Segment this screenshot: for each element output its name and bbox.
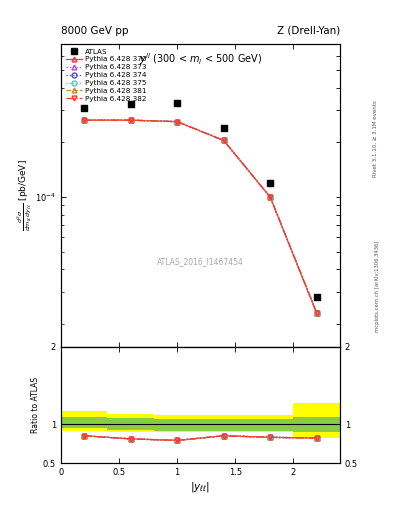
Line: Pythia 6.428 370: Pythia 6.428 370 <box>82 118 319 315</box>
Line: Pythia 6.428 375: Pythia 6.428 375 <box>82 118 319 315</box>
Pythia 6.428 382 <box>221 137 226 143</box>
Line: Pythia 6.428 382: Pythia 6.428 382 <box>82 118 319 315</box>
Pythia 6.428 382 <box>128 117 133 123</box>
Pythia 6.428 382 <box>82 117 86 123</box>
Pythia 6.428 381 <box>314 310 319 316</box>
Pythia 6.428 373 <box>268 194 273 200</box>
Pythia 6.428 375 <box>221 137 226 143</box>
Pythia 6.428 374 <box>268 194 273 200</box>
Text: mcplots.cern.ch [arXiv:1306.3436]: mcplots.cern.ch [arXiv:1306.3436] <box>375 241 380 332</box>
Pythia 6.428 374 <box>314 310 319 316</box>
Pythia 6.428 382 <box>314 310 319 316</box>
Pythia 6.428 373 <box>314 310 319 316</box>
Text: ATLAS_2016_I1467454: ATLAS_2016_I1467454 <box>157 258 244 266</box>
ATLAS <box>314 293 320 302</box>
ATLAS <box>220 124 227 132</box>
Pythia 6.428 375 <box>268 194 273 200</box>
Line: Pythia 6.428 374: Pythia 6.428 374 <box>82 118 319 315</box>
Pythia 6.428 373 <box>82 117 86 123</box>
Pythia 6.428 370 <box>314 310 319 316</box>
Text: $y^{ll}$ (300 < $m_{l}$ < 500 GeV): $y^{ll}$ (300 < $m_{l}$ < 500 GeV) <box>139 51 262 67</box>
Pythia 6.428 370 <box>221 137 226 143</box>
Pythia 6.428 374 <box>221 137 226 143</box>
Pythia 6.428 381 <box>221 137 226 143</box>
ATLAS <box>127 100 134 108</box>
Y-axis label: Ratio to ATLAS: Ratio to ATLAS <box>31 377 40 433</box>
Pythia 6.428 381 <box>268 194 273 200</box>
Pythia 6.428 375 <box>314 310 319 316</box>
Pythia 6.428 381 <box>175 119 180 125</box>
Pythia 6.428 374 <box>175 119 180 125</box>
X-axis label: $|y_{\ell\ell}|$: $|y_{\ell\ell}|$ <box>190 480 211 494</box>
ATLAS <box>174 99 180 107</box>
Y-axis label: $\frac{d^2\sigma}{dm_{\ell\ell}\,dy_{\ell\ell}}$ [pb/GeV]: $\frac{d^2\sigma}{dm_{\ell\ell}\,dy_{\el… <box>15 159 33 231</box>
Pythia 6.428 370 <box>268 194 273 200</box>
Pythia 6.428 370 <box>82 117 86 123</box>
Pythia 6.428 370 <box>175 119 180 125</box>
Text: Z (Drell-Yan): Z (Drell-Yan) <box>277 26 340 36</box>
Text: 8000 GeV pp: 8000 GeV pp <box>61 26 129 36</box>
Pythia 6.428 373 <box>221 137 226 143</box>
Line: Pythia 6.428 381: Pythia 6.428 381 <box>82 118 319 315</box>
Pythia 6.428 373 <box>128 117 133 123</box>
Pythia 6.428 374 <box>82 117 86 123</box>
Pythia 6.428 374 <box>128 117 133 123</box>
Pythia 6.428 382 <box>175 119 180 125</box>
ATLAS <box>267 179 274 187</box>
Pythia 6.428 370 <box>128 117 133 123</box>
Pythia 6.428 373 <box>175 119 180 125</box>
ATLAS <box>81 104 87 112</box>
Pythia 6.428 375 <box>175 119 180 125</box>
Pythia 6.428 381 <box>82 117 86 123</box>
Pythia 6.428 375 <box>128 117 133 123</box>
Pythia 6.428 381 <box>128 117 133 123</box>
Legend: ATLAS, Pythia 6.428 370, Pythia 6.428 373, Pythia 6.428 374, Pythia 6.428 375, P: ATLAS, Pythia 6.428 370, Pythia 6.428 37… <box>64 47 148 103</box>
Line: Pythia 6.428 373: Pythia 6.428 373 <box>82 118 319 315</box>
Pythia 6.428 382 <box>268 194 273 200</box>
Pythia 6.428 375 <box>82 117 86 123</box>
Text: Rivet 3.1.10, ≥ 3.1M events: Rivet 3.1.10, ≥ 3.1M events <box>373 100 378 177</box>
